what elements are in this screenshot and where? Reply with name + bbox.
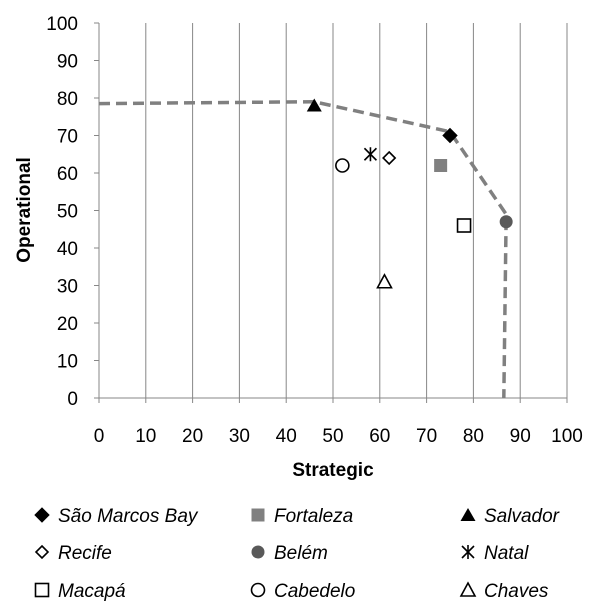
legend-marker-macapa (34, 582, 50, 598)
data-point-fortaleza (434, 159, 448, 172)
legend-marker-sao-marcos-bay (34, 507, 50, 523)
square-marker (456, 218, 472, 233)
frontier-line (98, 99, 508, 399)
legend-label-fortaleza: Fortaleza (274, 506, 353, 527)
legend-item-macapa: Macapá (34, 581, 126, 602)
x-tick-label-60: 60 (369, 426, 390, 447)
legend-label-natal: Natal (484, 543, 529, 564)
legend-label-macapa: Macapá (58, 581, 126, 602)
efficiency-frontier (98, 99, 508, 399)
data-point-cabedelo (335, 158, 350, 173)
legend-marker-recife (34, 544, 50, 560)
square-marker (251, 508, 265, 522)
square-marker (34, 582, 50, 598)
legend-item-cabedelo: Cabedelo (250, 581, 355, 602)
y-axis-title: Operational (14, 157, 35, 263)
x-tick-label-0: 0 (94, 426, 105, 447)
x-tick-label-70: 70 (416, 426, 437, 447)
legend-item-sao-marcos-bay: São Marcos Bay (34, 506, 199, 527)
y-tick-label-100: 100 (46, 14, 78, 35)
data-points (306, 98, 513, 289)
tick-labels: 0 10 20 30 40 50 60 70 80 90 100 0 10 20 30 40 50 60 70 80 9… (46, 14, 583, 447)
legend-label-chaves: Chaves (484, 581, 549, 602)
x-tick-label-100: 100 (551, 426, 583, 447)
data-point-chaves (376, 273, 393, 289)
data-point-sao-marcos-bay (442, 127, 458, 144)
x-tick-label-80: 80 (463, 426, 484, 447)
y-tick-label-90: 90 (57, 52, 78, 73)
y-tick-label-10: 10 (57, 352, 78, 373)
diamond-marker (382, 150, 397, 166)
x-tick-label-10: 10 (135, 426, 156, 447)
legend-label-sao-marcos-bay: São Marcos Bay (58, 506, 199, 527)
circle-marker (335, 158, 350, 173)
legend-item-natal: Natal (461, 543, 529, 564)
legend-marker-salvador (460, 508, 476, 521)
diamond-marker (34, 507, 50, 523)
x-tick-label-90: 90 (510, 426, 531, 447)
diamond-marker (34, 544, 50, 560)
x-tick-label-50: 50 (322, 426, 343, 447)
legend-item-recife: Recife (34, 543, 112, 564)
legend-marker-fortaleza (251, 508, 265, 522)
legend-marker-belem (251, 545, 265, 559)
data-point-salvador (306, 98, 322, 112)
x-tick-label-40: 40 (276, 426, 297, 447)
legend: São Marcos Bay Fortaleza Salvador Recife Bel… (34, 506, 560, 602)
triangle-marker (459, 581, 477, 597)
legend-marker-natal (461, 545, 475, 559)
circle-marker (250, 582, 266, 598)
legend-label-belem: Belém (274, 543, 328, 564)
y-tick-label-50: 50 (57, 202, 78, 223)
data-point-belem (499, 215, 513, 229)
square-marker (434, 159, 448, 172)
legend-label-salvador: Salvador (484, 506, 560, 527)
y-tick-label-80: 80 (57, 89, 78, 110)
circle-marker (499, 215, 513, 229)
y-tick-label-60: 60 (57, 164, 78, 185)
y-tick-label-70: 70 (57, 127, 78, 148)
data-point-macapa (456, 218, 472, 233)
y-tick-label-20: 20 (57, 314, 78, 335)
legend-label-cabedelo: Cabedelo (274, 581, 355, 602)
legend-item-belem: Belém (251, 543, 328, 564)
data-point-natal (363, 147, 378, 162)
legend-marker-chaves (459, 581, 477, 597)
circle-marker (251, 545, 265, 559)
legend-item-salvador: Salvador (460, 506, 560, 527)
legend-label-recife: Recife (58, 543, 112, 564)
y-tick-label-30: 30 (57, 277, 78, 298)
y-tick-label-40: 40 (57, 239, 78, 260)
triangle-marker (460, 508, 476, 521)
diamond-marker (442, 127, 458, 144)
y-tick-label-0: 0 (67, 389, 78, 410)
triangle-marker (376, 273, 393, 289)
grid-lines (145, 23, 568, 398)
legend-marker-cabedelo (250, 582, 266, 598)
triangle-marker (306, 98, 322, 112)
legend-item-chaves: Chaves (459, 581, 549, 602)
x-tick-label-20: 20 (182, 426, 203, 447)
axes (94, 22, 568, 403)
x-axis-title: Strategic (292, 460, 374, 481)
x-tick-label-30: 30 (229, 426, 250, 447)
data-point-recife (382, 150, 397, 166)
legend-item-fortaleza: Fortaleza (251, 506, 353, 527)
